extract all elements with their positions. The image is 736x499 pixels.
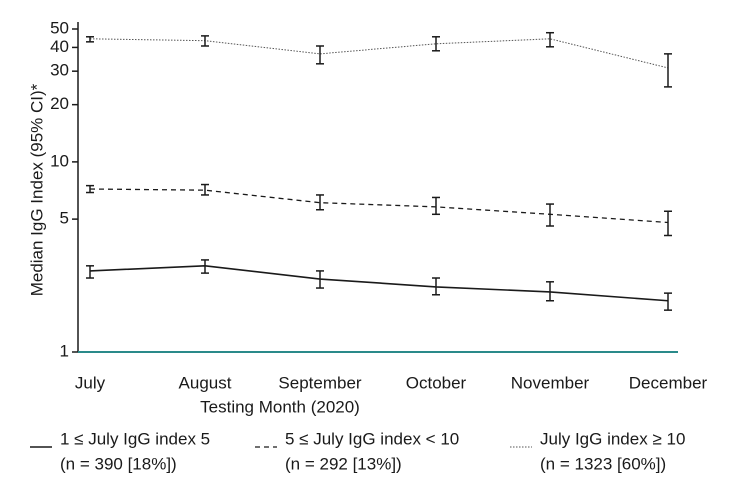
x-tick-label: December <box>629 373 708 392</box>
y-tick-label: 50 <box>50 18 69 37</box>
legend-count: (n = 1323 [60%]) <box>540 454 666 473</box>
error-bar <box>316 45 324 65</box>
legend-count: (n = 292 [13%]) <box>285 454 402 473</box>
error-bar <box>316 194 324 211</box>
y-tick-label: 30 <box>50 61 69 80</box>
series-line <box>89 188 669 224</box>
x-tick-label: September <box>278 373 361 392</box>
error-bar <box>432 36 440 52</box>
y-axis-label: Median IgG Index (95% CI)* <box>27 83 46 296</box>
y-tick-label: 1 <box>60 341 69 360</box>
y-tick-label: 40 <box>50 37 69 56</box>
error-bar <box>432 196 440 216</box>
y-tick-label: 20 <box>50 94 69 113</box>
error-bar <box>86 265 94 279</box>
error-bar <box>201 183 209 196</box>
error-bar <box>664 292 672 311</box>
error-bar <box>201 259 209 274</box>
error-bar <box>86 36 94 43</box>
y-tick-label: 10 <box>50 151 69 170</box>
x-tick-label: November <box>511 373 590 392</box>
error-bar <box>86 184 94 194</box>
series-line <box>89 265 669 302</box>
error-bar <box>316 270 324 289</box>
x-axis-label: Testing Month (2020) <box>200 397 360 416</box>
legend-count: (n = 390 [18%]) <box>60 454 177 473</box>
error-bar <box>201 35 209 47</box>
x-tick-label: October <box>406 373 467 392</box>
error-bar <box>664 210 672 237</box>
legend-label: 1 ≤ July IgG index 5 <box>60 429 210 448</box>
error-bar <box>664 53 672 88</box>
error-bar <box>432 277 440 296</box>
x-tick-label: August <box>179 373 232 392</box>
y-tick-label: 5 <box>60 209 69 228</box>
error-bar <box>546 281 554 302</box>
error-bar <box>546 203 554 227</box>
legend-label: July IgG index ≥ 10 <box>540 429 685 448</box>
legend-label: 5 ≤ July IgG index < 10 <box>285 429 459 448</box>
error-bar <box>546 31 554 48</box>
x-tick-label: July <box>75 373 106 392</box>
series-line <box>89 38 669 69</box>
